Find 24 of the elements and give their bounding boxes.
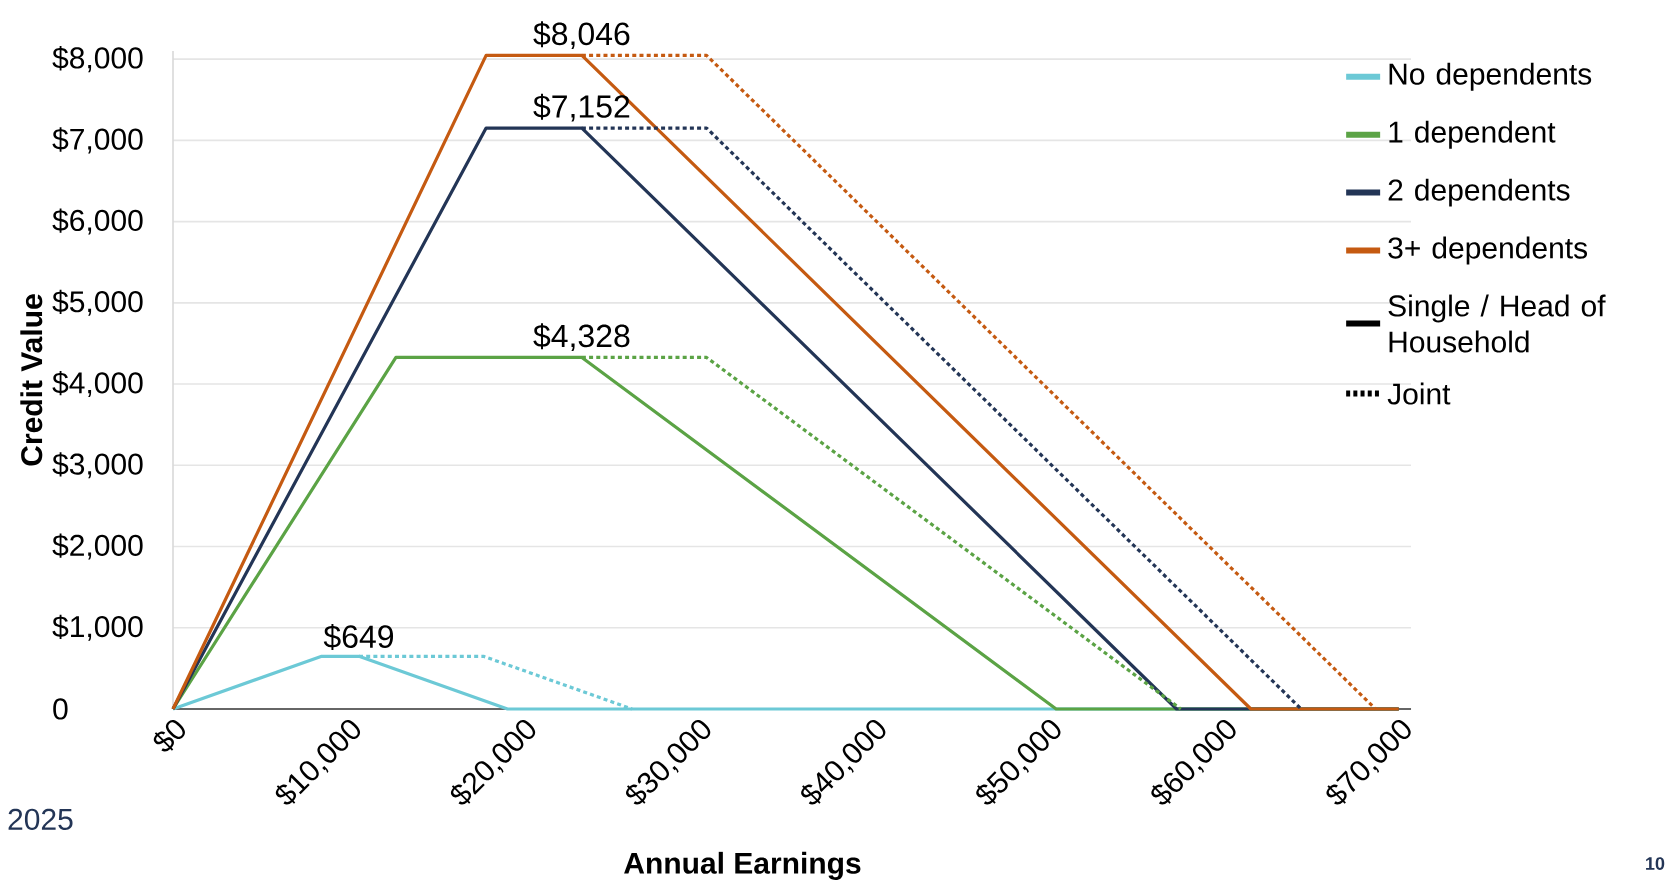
data-label: $8,046 (533, 21, 630, 49)
y-tick-label: $8,000 (52, 46, 143, 73)
legend-label: Single / Head of Household (1388, 294, 1606, 353)
y-axis-title: Credit Value (20, 294, 43, 466)
legend-label: Joint (1387, 382, 1451, 405)
y-tick-label: $1,000 (52, 614, 143, 641)
x-tick-label: $0 (153, 719, 185, 752)
data-label: $4,328 (533, 323, 630, 352)
x-axis-title: Annual Earnings (624, 851, 861, 880)
text: 10 (1646, 857, 1665, 870)
y-tick-label: $2,000 (52, 533, 143, 560)
y-tick-label: 0 (53, 698, 68, 720)
text: 2025 (8, 808, 73, 830)
y-tick-label: $5,000 (52, 289, 143, 316)
y-tick-label: $3,000 (52, 452, 143, 479)
y-tick-label: $6,000 (52, 208, 143, 235)
legend-label: 1 dependent (1389, 120, 1556, 149)
y-tick-label: $7,000 (52, 127, 143, 154)
data-label: $7,152 (533, 93, 630, 122)
y-tick-label: $4,000 (52, 371, 143, 398)
data-label: $649 (323, 623, 394, 650)
legend-label: 3+ dependents (1388, 236, 1588, 265)
legend-label: 2 dependents (1388, 178, 1570, 207)
legend-label: No dependents (1389, 62, 1592, 91)
